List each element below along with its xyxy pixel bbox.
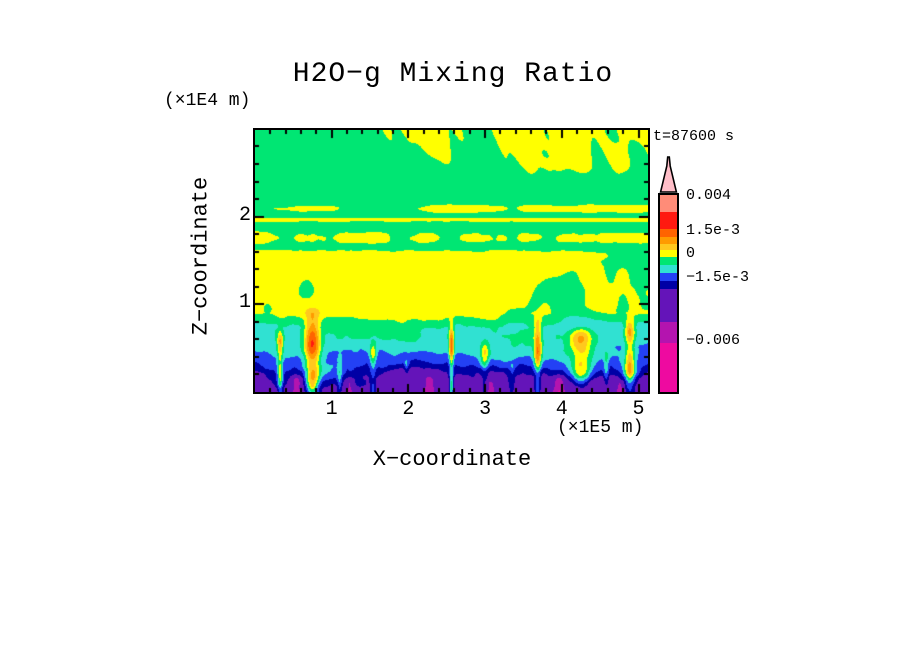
x-axis-title: X−coordinate	[372, 447, 532, 472]
colorbar-segment	[660, 195, 677, 212]
z-tick-label: 1	[238, 291, 251, 315]
colorbar-segment	[660, 322, 677, 343]
colorbar-segment	[660, 265, 677, 273]
colorbar-tick-label: 0	[686, 245, 696, 262]
time-label: t=87600 s	[653, 128, 735, 145]
plot-frame	[253, 128, 650, 394]
chart-title: H2O−g Mixing Ratio	[292, 59, 614, 90]
colorbar-segment	[660, 257, 677, 265]
colorbar-segment	[660, 343, 677, 392]
colorbar-tick-label: −1.5e-3	[686, 269, 750, 286]
x-tick-label: 5	[632, 398, 645, 421]
x-tick-label: 4	[555, 398, 568, 421]
z-axis-unit-label: (×1E4 m)	[164, 91, 251, 111]
colorbar-segment	[660, 273, 677, 281]
x-tick-label: 3	[479, 398, 492, 421]
colorbar-segment	[660, 289, 677, 322]
colorbar-segment	[660, 250, 677, 257]
colorbar-segment	[660, 229, 677, 237]
colorbar-tick-label: 1.5e-3	[686, 222, 741, 239]
x-axis-unit-label: (×1E5 m)	[557, 418, 644, 438]
colorbar-segment	[660, 281, 677, 289]
colorbar-segment	[660, 237, 677, 244]
colorbar-segment	[660, 212, 677, 229]
z-tick-label: 2	[238, 203, 251, 227]
colorbar-segment	[660, 244, 677, 250]
colorbar-tick-label: −0.006	[686, 332, 741, 349]
colorbar-arrow-icon	[659, 156, 678, 193]
x-tick-label: 1	[325, 398, 338, 421]
colorbar	[658, 193, 679, 394]
z-axis-title: Z−coordinate	[188, 176, 214, 336]
contour-field-canvas	[255, 130, 648, 392]
colorbar-tick-label: 0.004	[686, 187, 732, 204]
x-tick-label: 2	[402, 398, 415, 421]
